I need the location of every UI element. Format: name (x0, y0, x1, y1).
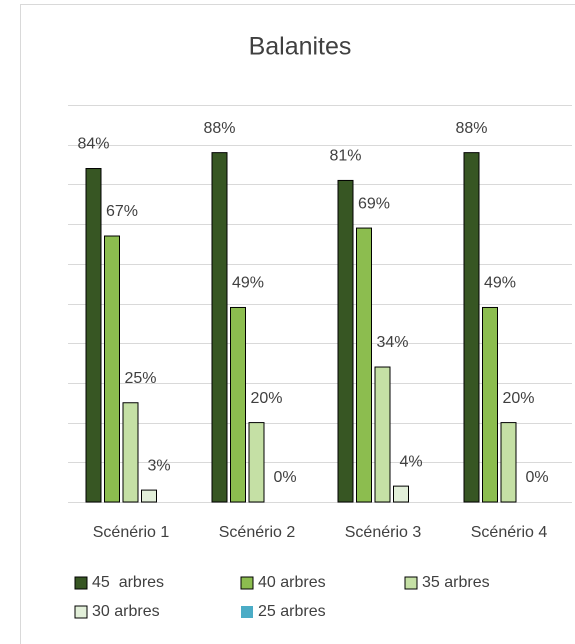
bar (463, 152, 480, 503)
legend-label: 25 arbres (258, 603, 326, 620)
legend-label: 40 arbres (258, 574, 326, 591)
data-label: 84% (77, 136, 109, 153)
data-label: 34% (376, 334, 408, 351)
legend-swatch (241, 606, 253, 618)
x-tick-label: Scénério 1 (93, 524, 170, 541)
bar (374, 366, 391, 503)
bar (337, 179, 354, 503)
legend-swatch (404, 576, 418, 590)
chart-title: Balanites (249, 33, 352, 61)
x-tick-label: Scénério 3 (345, 524, 422, 541)
x-tick-label: Scénério 4 (471, 524, 548, 541)
data-label: 0% (273, 469, 296, 486)
bar (393, 485, 409, 503)
data-label: 3% (147, 457, 170, 474)
bar (211, 152, 228, 503)
data-label: 20% (502, 390, 534, 407)
legend-swatch (240, 576, 254, 590)
legend-label: 35 arbres (422, 574, 490, 591)
bar (500, 422, 517, 503)
bar (104, 235, 120, 503)
data-label: 88% (203, 120, 235, 137)
legend-swatch (74, 576, 88, 590)
legend-swatch (74, 605, 88, 619)
bar (230, 306, 246, 503)
data-label: 88% (455, 120, 487, 137)
legend-label: 45 arbres (92, 574, 164, 591)
bar (122, 402, 139, 503)
data-label: 20% (250, 390, 282, 407)
bar (85, 168, 102, 503)
bar (248, 422, 265, 503)
data-label: 0% (525, 469, 548, 486)
legend-label: 30 arbres (92, 603, 160, 620)
data-label: 25% (124, 370, 156, 387)
data-label: 4% (399, 453, 422, 470)
data-label: 69% (358, 195, 390, 212)
data-label: 49% (232, 275, 264, 292)
data-label: 81% (329, 148, 361, 165)
data-label: 49% (484, 275, 516, 292)
bar (356, 227, 372, 503)
x-tick-label: Scénério 2 (219, 524, 296, 541)
data-label: 67% (106, 203, 138, 220)
bar (141, 489, 157, 503)
bar (482, 306, 498, 503)
